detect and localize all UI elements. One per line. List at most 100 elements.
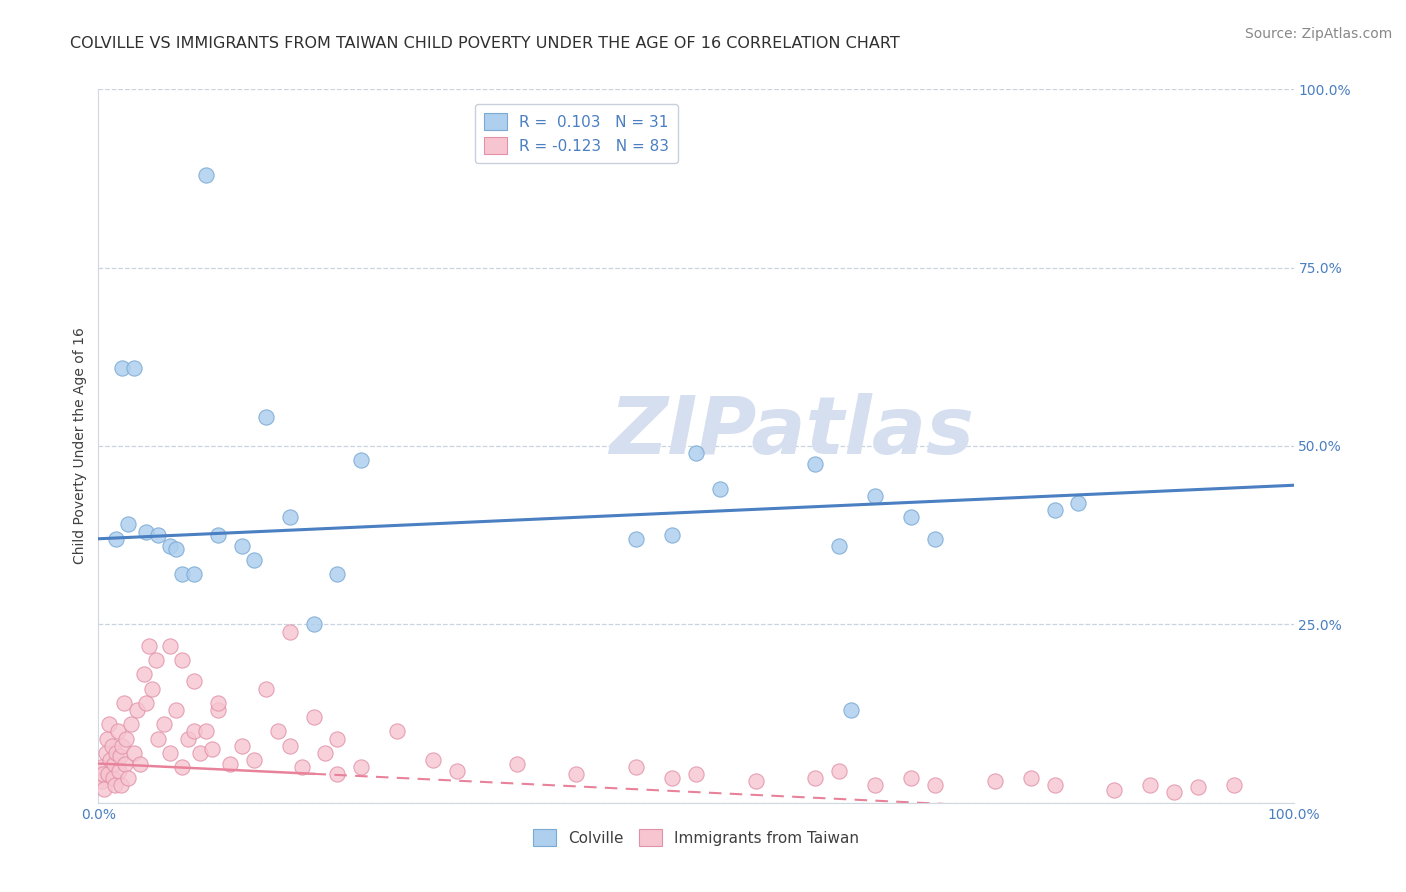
Text: COLVILLE VS IMMIGRANTS FROM TAIWAN CHILD POVERTY UNDER THE AGE OF 16 CORRELATION: COLVILLE VS IMMIGRANTS FROM TAIWAN CHILD…	[70, 36, 900, 51]
Point	[195, 168, 218, 182]
Point	[124, 360, 146, 375]
Point	[278, 510, 301, 524]
Point	[385, 724, 409, 739]
Point	[148, 731, 170, 746]
Point	[135, 524, 157, 539]
Point	[828, 764, 851, 778]
Point	[745, 774, 768, 789]
Point	[91, 767, 114, 781]
Point	[112, 696, 135, 710]
Point	[278, 624, 301, 639]
Point	[661, 528, 683, 542]
Point	[1043, 778, 1066, 792]
Point	[865, 778, 887, 792]
Point	[201, 742, 224, 756]
Point	[89, 767, 111, 781]
Point	[101, 771, 124, 785]
Point	[828, 539, 851, 553]
Point	[219, 756, 242, 771]
Point	[254, 681, 277, 696]
Legend: Colville, Immigrants from Taiwan: Colville, Immigrants from Taiwan	[527, 823, 865, 852]
Point	[117, 771, 139, 785]
Point	[183, 724, 205, 739]
Point	[984, 774, 1007, 789]
Point	[120, 717, 142, 731]
Point	[865, 489, 887, 503]
Point	[804, 771, 827, 785]
Point	[243, 753, 266, 767]
Point	[231, 539, 253, 553]
Point	[103, 756, 125, 771]
Point	[93, 781, 115, 796]
Point	[446, 764, 468, 778]
Point	[685, 446, 707, 460]
Point	[105, 532, 128, 546]
Point	[207, 703, 229, 717]
Point	[129, 756, 152, 771]
Point	[1163, 785, 1185, 799]
Point	[145, 653, 167, 667]
Point	[177, 731, 200, 746]
Point	[626, 760, 648, 774]
Point	[326, 567, 349, 582]
Point	[159, 539, 181, 553]
Point	[685, 767, 707, 781]
Point	[900, 510, 922, 524]
Point	[97, 767, 120, 781]
Point	[350, 760, 373, 774]
Point	[141, 681, 163, 696]
Point	[1043, 503, 1066, 517]
Point	[98, 717, 121, 731]
Point	[1019, 771, 1042, 785]
Point	[107, 764, 129, 778]
Point	[96, 731, 118, 746]
Point	[315, 746, 337, 760]
Point	[231, 739, 253, 753]
Point	[172, 760, 194, 774]
Point	[207, 528, 229, 542]
Point	[125, 703, 148, 717]
Point	[110, 778, 132, 792]
Point	[804, 457, 827, 471]
Point	[254, 410, 277, 425]
Point	[207, 696, 229, 710]
Point	[661, 771, 683, 785]
Point	[841, 703, 863, 717]
Point	[115, 731, 138, 746]
Y-axis label: Child Poverty Under the Age of 16: Child Poverty Under the Age of 16	[73, 327, 87, 565]
Point	[422, 753, 444, 767]
Point	[183, 674, 205, 689]
Point	[291, 760, 314, 774]
Point	[195, 724, 218, 739]
Point	[626, 532, 648, 546]
Point	[183, 567, 205, 582]
Point	[326, 731, 349, 746]
Point	[108, 749, 131, 764]
Point	[900, 771, 922, 785]
Point	[924, 778, 946, 792]
Point	[172, 653, 194, 667]
Point	[302, 617, 325, 632]
Point	[105, 746, 128, 760]
Text: Source: ZipAtlas.com: Source: ZipAtlas.com	[1244, 27, 1392, 41]
Point	[94, 746, 117, 760]
Point	[107, 724, 129, 739]
Point	[243, 553, 266, 567]
Point	[302, 710, 325, 724]
Point	[1223, 778, 1246, 792]
Point	[153, 717, 176, 731]
Point	[135, 696, 157, 710]
Point	[100, 739, 122, 753]
Point	[350, 453, 373, 467]
Point	[278, 739, 301, 753]
Point	[111, 360, 134, 375]
Point	[159, 639, 181, 653]
Point	[267, 724, 290, 739]
Point	[148, 528, 170, 542]
Point	[159, 746, 181, 760]
Point	[138, 639, 160, 653]
Point	[104, 778, 127, 792]
Point	[1187, 780, 1209, 794]
Text: ZIPatlas: ZIPatlas	[609, 392, 974, 471]
Point	[326, 767, 349, 781]
